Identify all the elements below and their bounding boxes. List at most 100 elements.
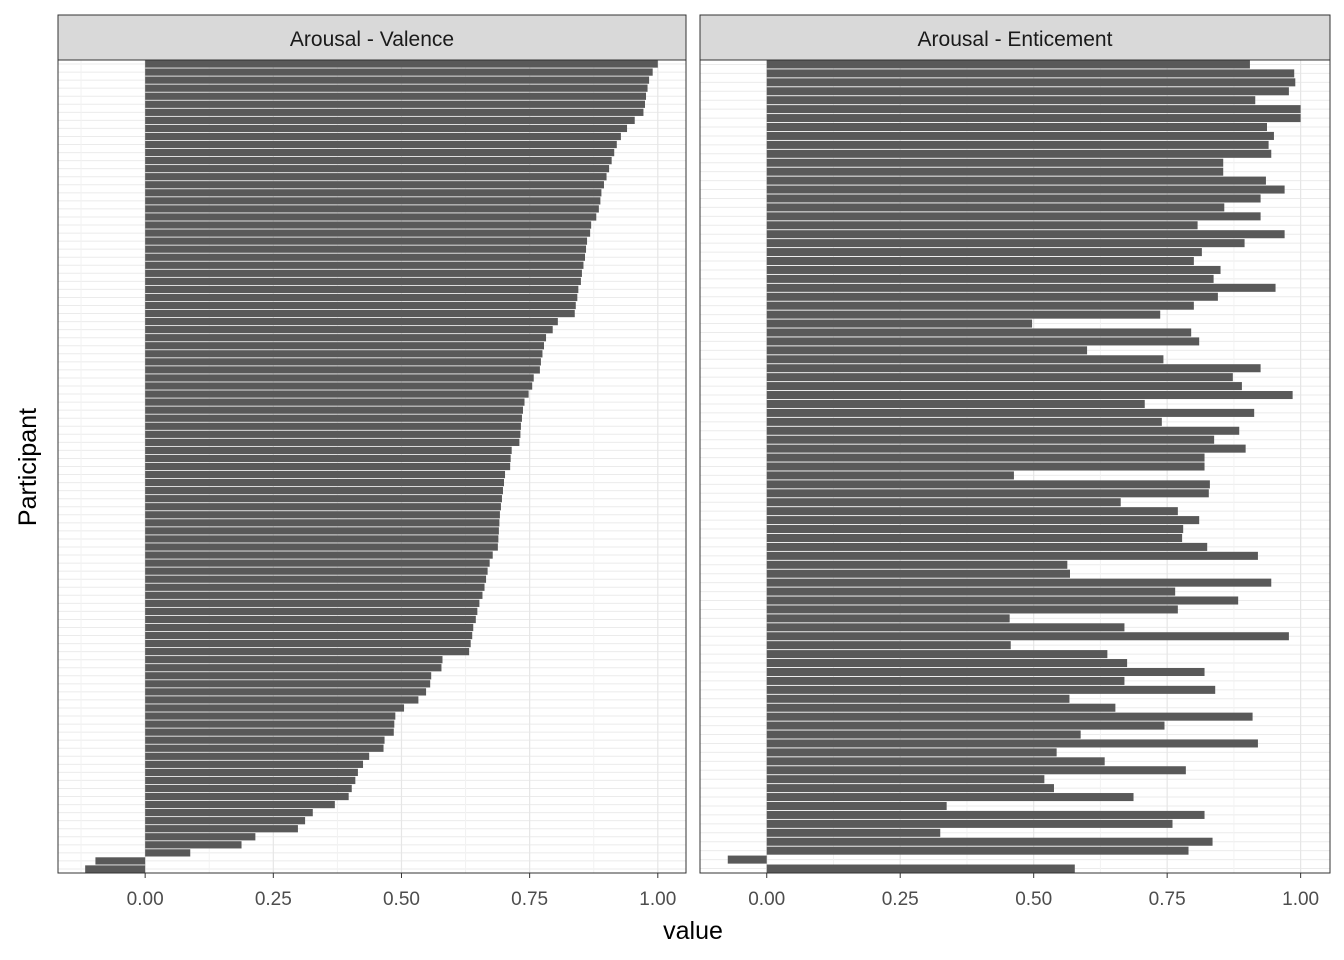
bar	[145, 68, 653, 76]
bar	[145, 108, 644, 116]
bar	[145, 285, 579, 294]
bar	[145, 293, 578, 302]
bar	[145, 599, 480, 607]
bar	[145, 165, 610, 173]
bar	[766, 462, 1205, 471]
bar	[766, 96, 1256, 105]
bar	[766, 810, 1205, 819]
x-tick-label: 0.50	[383, 889, 420, 910]
bar	[766, 471, 1014, 480]
bar	[766, 274, 1214, 283]
bar	[145, 527, 499, 535]
bar	[145, 591, 483, 599]
bar	[145, 454, 511, 463]
bar	[145, 309, 575, 318]
bar	[766, 221, 1198, 230]
bar	[145, 800, 335, 809]
bar	[766, 292, 1218, 301]
bar	[145, 181, 604, 189]
bar	[766, 346, 1088, 355]
bar	[766, 703, 1116, 712]
bar	[766, 105, 1301, 114]
bar	[766, 87, 1289, 96]
bar	[145, 672, 432, 680]
bar	[766, 846, 1189, 855]
bar	[145, 607, 478, 616]
x-tick-label: 0.25	[882, 889, 919, 910]
bar	[145, 60, 658, 68]
bar	[766, 801, 947, 811]
bar	[766, 248, 1202, 257]
bar	[145, 261, 584, 269]
bar	[766, 239, 1245, 248]
bar	[145, 752, 370, 760]
bar	[145, 559, 490, 567]
bar	[145, 833, 256, 841]
bar	[145, 519, 500, 527]
bar	[766, 542, 1208, 551]
bar	[766, 480, 1210, 489]
bar	[766, 78, 1296, 87]
bar	[766, 623, 1125, 632]
bar	[766, 784, 1054, 793]
bar	[766, 212, 1261, 221]
bar	[766, 864, 1075, 873]
bar	[145, 639, 471, 648]
bar	[766, 158, 1224, 167]
bar	[766, 650, 1108, 659]
bar	[766, 230, 1285, 239]
bar	[145, 205, 599, 213]
bar	[766, 632, 1289, 641]
bar	[766, 176, 1266, 185]
bar	[145, 100, 645, 108]
bar	[145, 664, 442, 672]
bar	[766, 676, 1125, 685]
bar	[766, 596, 1239, 605]
bar	[145, 430, 521, 438]
bar	[145, 398, 525, 406]
bar	[766, 775, 1045, 784]
bar	[145, 688, 427, 696]
bar	[766, 614, 1010, 623]
bar	[766, 114, 1301, 123]
bar	[145, 825, 298, 833]
bar	[145, 535, 499, 543]
bar	[766, 533, 1183, 542]
bar	[145, 680, 431, 688]
bar	[145, 277, 581, 285]
bar	[145, 575, 487, 583]
bar	[766, 525, 1184, 534]
bar	[766, 149, 1272, 158]
bar	[145, 623, 474, 632]
bar	[145, 374, 534, 382]
x-tick-label: 0.75	[511, 889, 548, 910]
bar	[145, 495, 502, 503]
y-axis-title: Participant	[14, 408, 42, 526]
bar	[145, 382, 533, 390]
bar	[145, 478, 505, 487]
facet-strip	[699, 14, 1331, 61]
bar	[766, 444, 1246, 453]
bar	[766, 194, 1261, 203]
bar	[766, 578, 1272, 587]
bar	[766, 551, 1258, 560]
x-tick-label: 0.50	[1015, 889, 1052, 910]
bar	[145, 849, 191, 857]
panel-arousal-valence: Arousal - Valence 0.00 0.25 0.50 0.75 1.00	[57, 14, 687, 910]
bar	[145, 809, 313, 817]
bar	[766, 453, 1205, 462]
bar	[145, 583, 485, 591]
bar	[766, 131, 1274, 140]
bar	[766, 69, 1295, 78]
bar	[145, 156, 612, 165]
bar	[766, 685, 1216, 694]
bar	[766, 60, 1250, 69]
bar	[766, 301, 1194, 310]
bar	[145, 301, 576, 310]
bar	[766, 167, 1224, 176]
bar	[145, 173, 607, 181]
bar	[766, 730, 1081, 739]
bar	[145, 720, 395, 728]
